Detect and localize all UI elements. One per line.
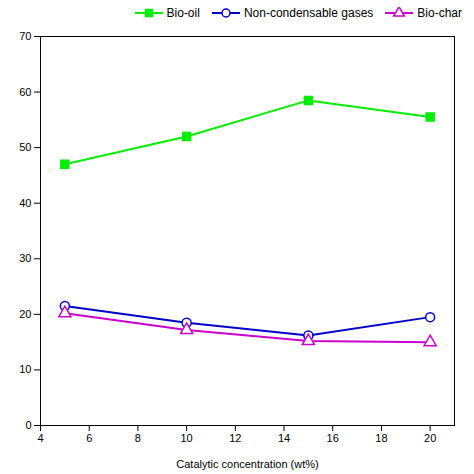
svg-text:20: 20: [424, 432, 436, 444]
svg-text:10: 10: [180, 432, 192, 444]
svg-text:40: 40: [19, 197, 31, 209]
svg-text:70: 70: [19, 30, 31, 42]
svg-text:50: 50: [19, 141, 31, 153]
svg-text:12: 12: [229, 432, 241, 444]
svg-text:20: 20: [19, 308, 31, 320]
svg-text:30: 30: [19, 252, 31, 264]
svg-text:18: 18: [375, 432, 387, 444]
svg-text:6: 6: [86, 432, 92, 444]
svg-text:4: 4: [37, 432, 43, 444]
svg-text:10: 10: [19, 363, 31, 375]
svg-text:Catalytic concentration (wt%): Catalytic concentration (wt%): [176, 458, 318, 470]
html-text:Non-condensable gases: Non-condensable gases: [243, 6, 374, 20]
svg-text:8: 8: [135, 432, 141, 444]
html-text:Bio-oil: Bio-oil: [166, 6, 200, 20]
html-text:Bio-char: Bio-char: [417, 6, 462, 20]
svg-text:16: 16: [327, 432, 339, 444]
svg-text:0: 0: [25, 419, 31, 431]
svg-text:60: 60: [19, 86, 31, 98]
svg-text:14: 14: [278, 432, 290, 444]
